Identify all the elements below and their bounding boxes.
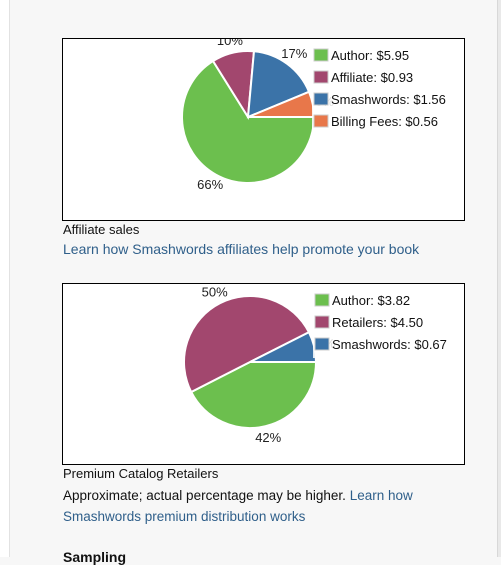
legend-swatch-retailers [314,315,330,329]
affiliate-sales-caption: Affiliate sales [63,222,140,237]
legend-label-smashwords: Smashwords: $0.67 [332,337,447,352]
legend-background [313,290,455,358]
legend-label-affiliate: Affiliate: $0.93 [331,70,413,85]
pie-pct-label-retailers: 50% [202,284,228,299]
legend-swatch-billing-fees [313,114,329,128]
legend-swatch-author [313,48,329,62]
premium-retailers-description: Approximate; actual percentage may be hi… [63,485,463,527]
premium-retailers-caption: Premium Catalog Retailers [63,466,219,481]
pie-pct-label-author: 66% [197,177,223,192]
pie-slice-retailers [183,295,311,394]
pie-slice-author [181,59,316,184]
left-page-margin [0,0,10,557]
legend-label-billing-fees: Billing Fees: $0.56 [331,114,438,129]
pie-pct-label-smashwords: 17% [281,46,307,61]
right-scroll-edge [497,0,501,557]
pie-slice-smashwords [246,50,311,119]
legend-swatch-affiliate [313,70,329,84]
legend-label-author: Author: $3.82 [332,293,410,308]
legend-label-smashwords: Smashwords: $1.56 [331,92,446,107]
legend-swatch-smashwords [313,92,329,106]
pie-pct-label-affiliate: 10% [217,39,243,48]
legend-swatch-smashwords [314,337,330,351]
legend-label-author: Author: $5.95 [331,48,409,63]
legend-swatch-author [314,293,330,307]
approximate-note: Approximate; actual percentage may be hi… [63,488,346,503]
legend-background [312,45,457,135]
sampling-section-heading: Sampling [63,549,127,565]
premium-distribution-learn-more-link[interactable]: Learn how Smashwords premium distributio… [63,488,413,524]
affiliates-learn-more-link[interactable]: Learn how Smashwords affiliates help pro… [63,241,420,257]
pie-pct-label-author: 42% [255,430,281,445]
pie-slice-author [189,361,318,429]
legend-label-retailers: Retailers: $4.50 [332,315,423,330]
